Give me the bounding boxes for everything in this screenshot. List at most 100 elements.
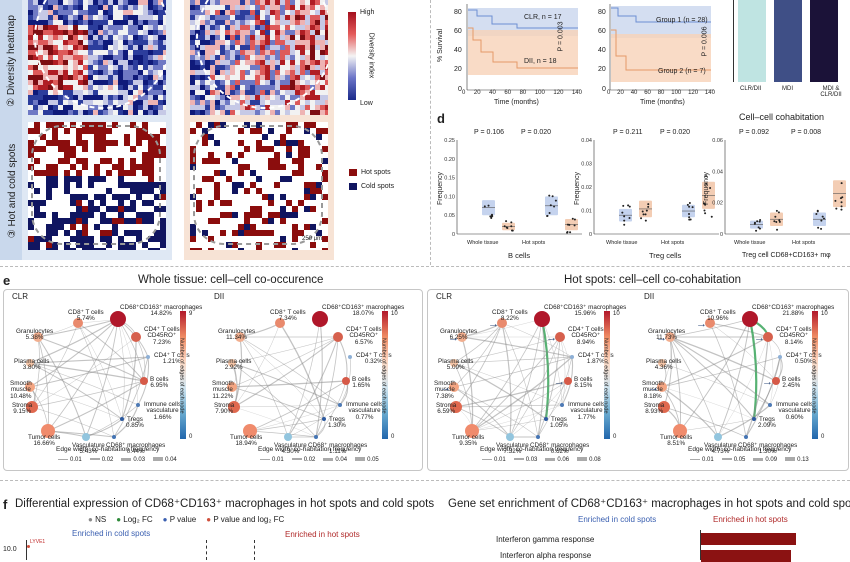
network-graph: [657, 311, 783, 441]
survival-ytick-40: 40: [454, 47, 462, 54]
network-colorbar: [604, 311, 610, 439]
heatmap-cell: [250, 10, 255, 15]
boxplot-point: [704, 212, 707, 215]
spot-cell: [130, 170, 136, 176]
heatmap-cell: [138, 70, 143, 75]
network-node-imm: [560, 403, 564, 407]
heatmap-cell: [270, 85, 275, 90]
boxplot-ytick: 0.15: [444, 176, 455, 182]
bar-axis: [733, 0, 734, 82]
spot-cell: [250, 230, 256, 236]
heatmap-cell: [260, 90, 265, 95]
diversity-colorbar: [348, 12, 356, 100]
heatmap-cell: [305, 15, 310, 20]
heatmap-cell: [195, 65, 200, 70]
edge-width-tick: 0.08: [577, 457, 601, 463]
heatmap-cell: [118, 100, 123, 105]
heatmap-cell: [118, 70, 123, 75]
heatmap-cell: [315, 40, 320, 45]
heatmap-cell: [133, 0, 138, 5]
heatmap-cell: [240, 110, 245, 115]
network-edge: [537, 336, 561, 438]
heatmap-cell: [73, 30, 78, 35]
heatmap-cell: [310, 75, 315, 80]
heatmap-cell: [123, 30, 128, 35]
spot-cell: [298, 200, 304, 206]
network-edge: [471, 356, 573, 432]
heatmap-cell: [133, 40, 138, 45]
heatmap-cell: [33, 10, 38, 15]
network-node-vasc: [82, 433, 90, 441]
heatmap-cell: [68, 55, 73, 60]
boxplot-point: [569, 231, 572, 234]
heatmap-cell: [138, 60, 143, 65]
network-node-tregs: [752, 417, 756, 421]
heatmap-cell: [73, 35, 78, 40]
spot-cell: [238, 230, 244, 236]
heatmap-cell: [265, 100, 270, 105]
heatmap-cell: [215, 5, 220, 10]
gsea-bar-1: [701, 533, 796, 545]
spot-cell: [64, 176, 70, 182]
heatmap-cell: [138, 20, 143, 25]
heatmap-cell: [225, 10, 230, 15]
network-edge: [233, 336, 339, 408]
heatmap-cell: [325, 80, 328, 85]
heatmap-cell: [143, 15, 148, 20]
heatmap-cell: [53, 25, 58, 30]
heatmap-cell: [118, 20, 123, 25]
heatmap-cell: [58, 30, 63, 35]
spot-cell: [64, 170, 70, 176]
survival-xlabel-right: Time (months): [640, 99, 685, 106]
heatmap-cell: [235, 85, 240, 90]
heatmap-cell: [163, 10, 166, 15]
spot-cell: [118, 182, 124, 188]
boxplot-point: [641, 210, 644, 213]
spot-cell: [118, 164, 124, 170]
heatmap-cell: [123, 80, 128, 85]
heatmap-cell: [190, 75, 195, 80]
heatmap-cell: [163, 50, 166, 55]
heatmap-cell: [265, 60, 270, 65]
network-node-gran: [33, 332, 43, 342]
network-colorbar: [180, 311, 186, 439]
heatmap-cell: [103, 95, 108, 100]
panel-label-e: e: [3, 273, 11, 288]
heatmap-cell: [230, 15, 235, 20]
heatmap-cell: [153, 50, 158, 55]
spot-cell: [46, 194, 52, 200]
heatmap-cell: [73, 40, 78, 45]
heatmap-cell: [295, 65, 300, 70]
spot-cell: [268, 218, 274, 224]
heatmap-cell: [215, 15, 220, 20]
edge-width-label: Edge width: co-habitation frequency: [258, 446, 362, 453]
heatmap-cell: [83, 15, 88, 20]
network-node-mac: [742, 311, 758, 327]
heatmap-cell: [275, 10, 280, 15]
heatmap-cell: [260, 100, 265, 105]
survival-clr-label: CLR, n = 17: [524, 14, 562, 21]
heatmap-cell: [195, 10, 200, 15]
spot-cell: [34, 122, 40, 128]
heatmap-cell: [255, 65, 260, 70]
survival-group1-label: Group 1 (n = 28): [656, 17, 708, 24]
spot-cell: [70, 212, 76, 218]
heatmap-cell: [235, 110, 240, 115]
heatmap-cell: [143, 110, 148, 115]
spot-cell: [238, 248, 244, 250]
heatmap-cell: [295, 60, 300, 65]
heatmap-cell: [280, 40, 285, 45]
heatmap-cell: [98, 15, 103, 20]
boxplot-point: [627, 204, 630, 207]
heatmap-cell: [128, 100, 133, 105]
heatmap-cell: [163, 40, 166, 45]
heatmap-cell: [200, 80, 205, 85]
heatmap-cell: [235, 20, 240, 25]
highlight-arrow-icon: →: [656, 332, 667, 344]
heatmap-cell: [158, 25, 163, 30]
spot-cell: [280, 194, 286, 200]
spot-cell: [106, 236, 112, 242]
heatmap-cell: [133, 10, 138, 15]
heatmap-cell: [265, 0, 270, 5]
heatmap-cell: [260, 80, 265, 85]
